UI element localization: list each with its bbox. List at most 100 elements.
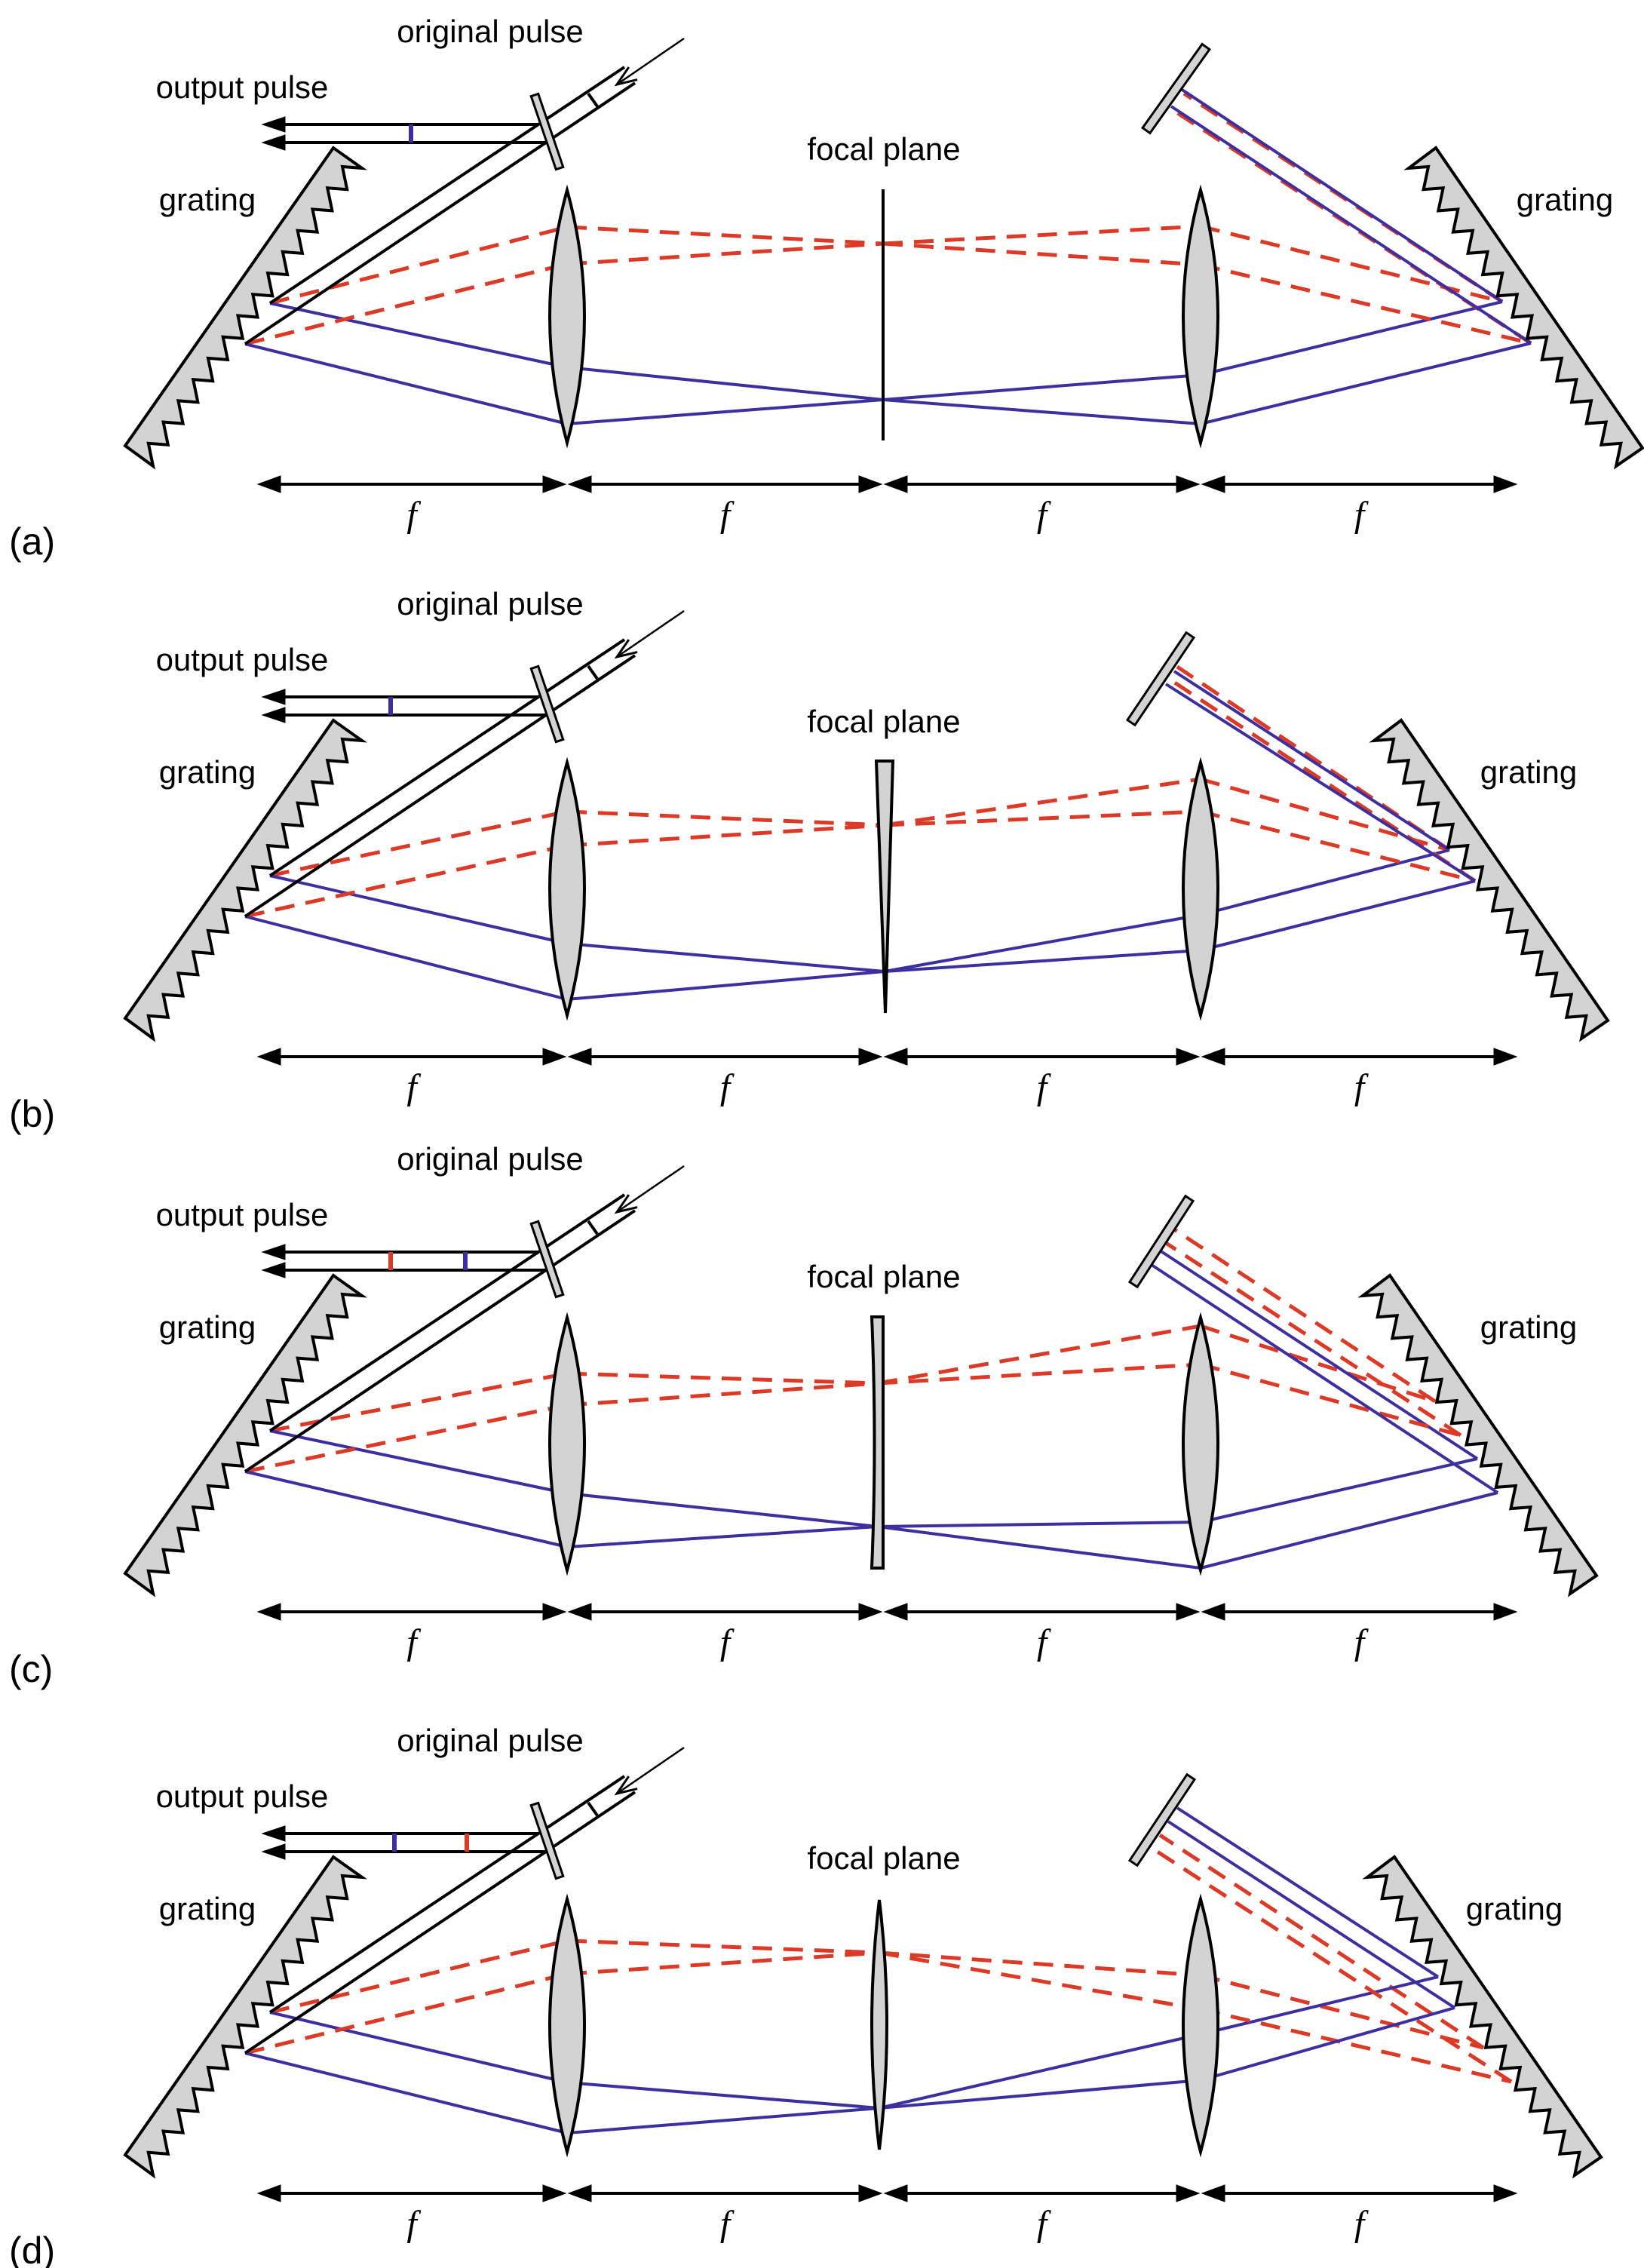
output-pulse-label: output pulse [156,1197,329,1232]
beam-splitter [529,92,565,171]
red-beam [1164,1241,1462,1438]
output-arrowhead [261,1244,286,1260]
blue-beam [1179,87,1504,303]
incoming-arrowhead [614,1194,638,1214]
blue-beam [566,1525,879,1548]
input-beam-line [268,638,626,877]
blue-beam [879,2079,1201,2110]
panel-d: f f f f original pulse output pulse grating gra… [9,1723,1603,2268]
panel-c: f f f f original pulse output pulse grating gra… [9,1141,1599,1690]
right-grating-label: grating [1517,182,1613,217]
red-beam [566,1371,879,1386]
red-beam [1158,1833,1485,2050]
focal-length-label: f [1037,495,1051,535]
incoming-arrow-line [616,1165,685,1214]
output-arrowhead [261,689,286,705]
output-pulse-label: output pulse [156,642,329,677]
fold-mirror [1125,631,1196,727]
original-pulse-label: original pulse [397,586,584,621]
left-grating [123,718,368,1042]
right-grating [1357,1273,1599,1597]
dimension-arrowhead [858,1603,883,1621]
output-arrowhead [261,1262,286,1278]
blue-beam [1200,300,1503,376]
output-arrowhead [261,1825,286,1842]
dimension-arrowhead [256,1603,281,1621]
red-beam [1150,1846,1513,2084]
blue-beam [566,366,884,401]
blue-beam [1200,1975,1439,2036]
blue-beam [879,2033,1201,2110]
red-beam [566,823,885,848]
dimension-arrowhead [1201,2184,1225,2202]
dimension-arrowhead [1176,1603,1201,1621]
output-pulse-label: output pulse [156,1778,329,1814]
panel-label: (a) [9,520,55,563]
focal-length-label: f [1354,2204,1369,2244]
pulse-marker [587,664,599,680]
dimension-arrowhead [567,1048,592,1066]
input-beam-line [244,1209,636,1473]
red-beam [1200,809,1476,883]
focal-length-label: f [720,495,735,535]
focal-length-label: f [1354,1622,1369,1662]
left-lens [548,757,586,1021]
beam-splitter [529,1801,565,1880]
dimension-arrowhead [883,2184,908,2202]
focal-length-label: f [720,1067,735,1107]
left-grating [123,1273,368,1597]
focal-plane-label: focal plane [807,131,960,167]
blue-beam [1170,105,1532,345]
blue-beam [566,2107,880,2134]
output-arrowhead [261,116,286,133]
dimension-arrowhead [858,475,883,493]
red-beam [884,809,1201,827]
red-beam [1176,664,1451,852]
blue-beam [269,874,568,945]
red-beam [879,1950,1201,1978]
red-beam [1200,224,1503,304]
red-beam [1200,2007,1512,2084]
red-beam [566,225,884,246]
original-pulse-label: original pulse [397,14,584,49]
dimension-arrowhead [542,475,567,493]
dimension-arrowhead [542,1048,567,1066]
red-beam [566,1938,880,1955]
blue-beam [244,342,568,425]
focal-length-label: f [1037,1067,1051,1107]
left-grating-label: grating [159,754,256,790]
red-beam [1173,1227,1437,1404]
red-beam [884,777,1201,827]
right-lens [1182,184,1219,449]
focal-plane-lens [870,1899,888,2150]
blue-beam [1176,1806,1440,1978]
panel-label: (c) [9,1648,53,1690]
input-beam-line [268,66,626,305]
red-beam [877,1362,1201,1386]
blue-beam [1150,1263,1499,1494]
red-beam [882,224,1201,246]
red-beam [269,809,568,878]
red-beam [879,1950,1201,2012]
right-lens [1182,757,1219,1021]
red-beam [566,809,885,827]
dimension-arrowhead [567,2184,592,2202]
dimension-arrowhead [256,2184,281,2202]
blue-beam [244,915,568,1001]
dimension-arrowhead [1493,475,1518,493]
panel-b: f f f f original pulse output pulse grating gra… [9,586,1610,1135]
dimension-arrowhead [883,475,908,493]
input-beam-line [244,81,636,345]
focal-plane-label: focal plane [807,1840,960,1876]
blue-beam [884,913,1201,973]
focal-plane-label: focal plane [807,1259,960,1294]
right-lens [1182,1893,1219,2158]
left-lens [548,184,586,449]
dimension-arrowhead [567,1603,592,1621]
incoming-arrow-line [616,37,685,86]
focal-plane-concave-plate [870,1315,885,1570]
blue-beam [244,2052,568,2134]
dimension-arrowhead [1201,1603,1225,1621]
fold-mirror [1141,42,1211,135]
